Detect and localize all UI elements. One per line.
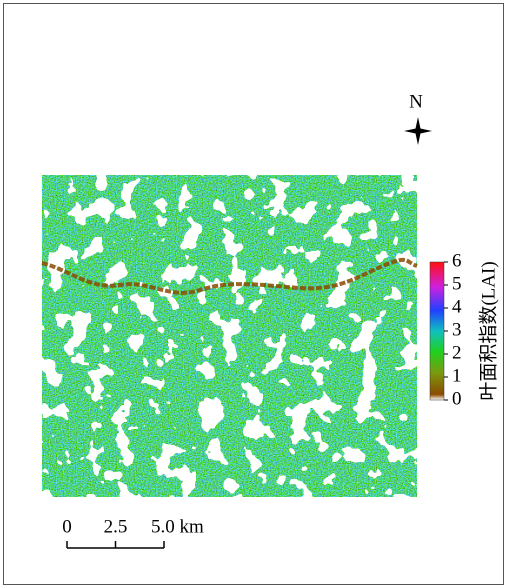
- legend-tick-label: 4: [452, 296, 462, 317]
- map-figure: N 叶面积指数(LAI) 012345602.55.0 km: [0, 0, 507, 588]
- scale-bar-label: 0: [62, 516, 72, 537]
- north-label: N: [409, 91, 423, 112]
- legend-tick-label: 5: [452, 273, 462, 294]
- legend-tick-label: 2: [452, 342, 462, 363]
- legend-tick-label: 1: [452, 365, 462, 386]
- legend-title: 叶面积指数(LAI): [477, 261, 499, 400]
- scale-bar-label: 2.5: [104, 516, 128, 537]
- north-arrow: [404, 117, 432, 145]
- lai-raster: [42, 175, 417, 497]
- legend-tick-label: 0: [452, 388, 462, 409]
- scale-bar-label: 5.0 km: [151, 516, 204, 537]
- legend-tick-label: 3: [452, 319, 462, 340]
- page: N 叶面积指数(LAI) 012345602.55.0 km (() => { …: [0, 0, 507, 588]
- north-arrow-horizontal: [404, 128, 432, 134]
- legend-tick-label: 6: [452, 250, 462, 271]
- color-bar: [430, 262, 444, 400]
